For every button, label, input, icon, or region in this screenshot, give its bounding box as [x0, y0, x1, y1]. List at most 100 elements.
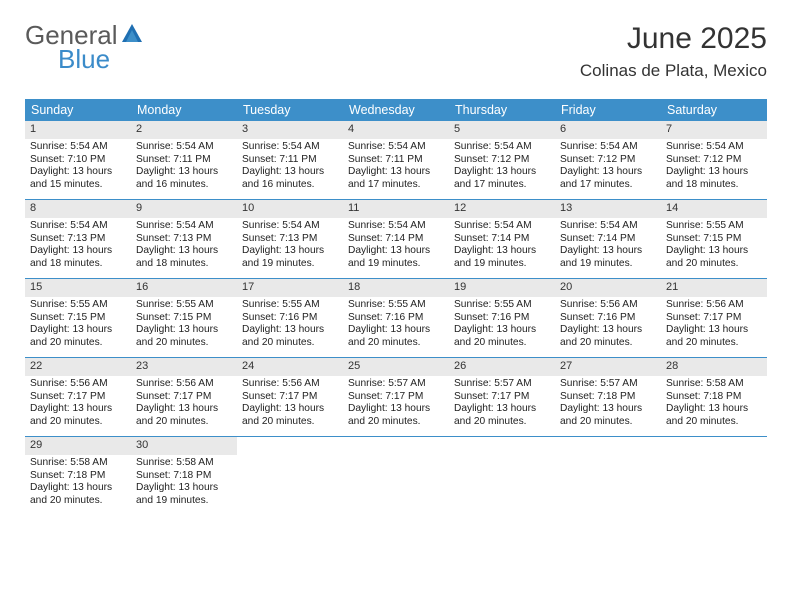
daylight-text: Daylight: 13 hours and 19 minutes. — [560, 245, 656, 271]
sunrise-text: Sunrise: 5:56 AM — [30, 378, 126, 391]
day-number: 27 — [555, 358, 661, 376]
sunrise-text: Sunrise: 5:55 AM — [348, 299, 444, 312]
sunrise-text: Sunrise: 5:54 AM — [30, 220, 126, 233]
sunset-text: Sunset: 7:15 PM — [30, 312, 126, 325]
day-number: 16 — [131, 279, 237, 297]
day-number: 6 — [555, 121, 661, 139]
day-cell: 14Sunrise: 5:55 AMSunset: 7:15 PMDayligh… — [661, 200, 767, 278]
day-body: Sunrise: 5:55 AMSunset: 7:15 PMDaylight:… — [661, 218, 767, 276]
day-body: Sunrise: 5:56 AMSunset: 7:17 PMDaylight:… — [25, 376, 131, 434]
sunrise-text: Sunrise: 5:54 AM — [454, 141, 550, 154]
day-body: Sunrise: 5:56 AMSunset: 7:17 PMDaylight:… — [661, 297, 767, 355]
day-body: Sunrise: 5:56 AMSunset: 7:16 PMDaylight:… — [555, 297, 661, 355]
daylight-text: Daylight: 13 hours and 20 minutes. — [136, 403, 232, 429]
day-body: Sunrise: 5:57 AMSunset: 7:17 PMDaylight:… — [343, 376, 449, 434]
day-cell — [449, 437, 555, 515]
daylight-text: Daylight: 13 hours and 20 minutes. — [242, 403, 338, 429]
day-cell: 18Sunrise: 5:55 AMSunset: 7:16 PMDayligh… — [343, 279, 449, 357]
day-body: Sunrise: 5:54 AMSunset: 7:13 PMDaylight:… — [131, 218, 237, 276]
day-body: Sunrise: 5:57 AMSunset: 7:17 PMDaylight:… — [449, 376, 555, 434]
sunrise-text: Sunrise: 5:56 AM — [136, 378, 232, 391]
day-body: Sunrise: 5:54 AMSunset: 7:13 PMDaylight:… — [237, 218, 343, 276]
day-number: 7 — [661, 121, 767, 139]
sunrise-text: Sunrise: 5:56 AM — [242, 378, 338, 391]
logo-text-blue: Blue — [58, 46, 110, 72]
sunset-text: Sunset: 7:14 PM — [454, 233, 550, 246]
logo: General Blue — [25, 22, 144, 48]
sunrise-text: Sunrise: 5:54 AM — [348, 220, 444, 233]
day-cell: 22Sunrise: 5:56 AMSunset: 7:17 PMDayligh… — [25, 358, 131, 436]
sunrise-text: Sunrise: 5:54 AM — [30, 141, 126, 154]
sunset-text: Sunset: 7:13 PM — [30, 233, 126, 246]
day-number: 26 — [449, 358, 555, 376]
sunset-text: Sunset: 7:14 PM — [560, 233, 656, 246]
sunset-text: Sunset: 7:18 PM — [560, 391, 656, 404]
day-cell: 15Sunrise: 5:55 AMSunset: 7:15 PMDayligh… — [25, 279, 131, 357]
sunrise-text: Sunrise: 5:54 AM — [560, 220, 656, 233]
sunset-text: Sunset: 7:17 PM — [348, 391, 444, 404]
day-body: Sunrise: 5:54 AMSunset: 7:14 PMDaylight:… — [555, 218, 661, 276]
day-cell: 8Sunrise: 5:54 AMSunset: 7:13 PMDaylight… — [25, 200, 131, 278]
daylight-text: Daylight: 13 hours and 18 minutes. — [30, 245, 126, 271]
day-cell: 5Sunrise: 5:54 AMSunset: 7:12 PMDaylight… — [449, 121, 555, 199]
day-body: Sunrise: 5:54 AMSunset: 7:11 PMDaylight:… — [237, 139, 343, 197]
sunrise-text: Sunrise: 5:54 AM — [560, 141, 656, 154]
day-body: Sunrise: 5:54 AMSunset: 7:11 PMDaylight:… — [131, 139, 237, 197]
daylight-text: Daylight: 13 hours and 19 minutes. — [348, 245, 444, 271]
daylight-text: Daylight: 13 hours and 19 minutes. — [454, 245, 550, 271]
day-cell: 13Sunrise: 5:54 AMSunset: 7:14 PMDayligh… — [555, 200, 661, 278]
day-number: 30 — [131, 437, 237, 455]
daylight-text: Daylight: 13 hours and 16 minutes. — [136, 166, 232, 192]
daylight-text: Daylight: 13 hours and 15 minutes. — [30, 166, 126, 192]
day-cell: 19Sunrise: 5:55 AMSunset: 7:16 PMDayligh… — [449, 279, 555, 357]
dow-tuesday: Tuesday — [237, 99, 343, 121]
day-body: Sunrise: 5:55 AMSunset: 7:15 PMDaylight:… — [25, 297, 131, 355]
sunrise-text: Sunrise: 5:57 AM — [348, 378, 444, 391]
week-row: 22Sunrise: 5:56 AMSunset: 7:17 PMDayligh… — [25, 358, 767, 437]
sunset-text: Sunset: 7:16 PM — [454, 312, 550, 325]
day-number: 28 — [661, 358, 767, 376]
daylight-text: Daylight: 13 hours and 20 minutes. — [30, 482, 126, 508]
day-cell: 12Sunrise: 5:54 AMSunset: 7:14 PMDayligh… — [449, 200, 555, 278]
day-cell — [661, 437, 767, 515]
sunrise-text: Sunrise: 5:55 AM — [136, 299, 232, 312]
day-cell — [343, 437, 449, 515]
sunrise-text: Sunrise: 5:58 AM — [136, 457, 232, 470]
daylight-text: Daylight: 13 hours and 20 minutes. — [454, 324, 550, 350]
sunset-text: Sunset: 7:11 PM — [242, 154, 338, 167]
daylight-text: Daylight: 13 hours and 17 minutes. — [348, 166, 444, 192]
sunrise-text: Sunrise: 5:56 AM — [666, 299, 762, 312]
sunrise-text: Sunrise: 5:55 AM — [454, 299, 550, 312]
daylight-text: Daylight: 13 hours and 20 minutes. — [30, 403, 126, 429]
week-row: 29Sunrise: 5:58 AMSunset: 7:18 PMDayligh… — [25, 437, 767, 515]
day-body: Sunrise: 5:54 AMSunset: 7:10 PMDaylight:… — [25, 139, 131, 197]
sunset-text: Sunset: 7:11 PM — [136, 154, 232, 167]
day-number: 1 — [25, 121, 131, 139]
sunset-text: Sunset: 7:12 PM — [454, 154, 550, 167]
sunset-text: Sunset: 7:17 PM — [242, 391, 338, 404]
day-number: 29 — [25, 437, 131, 455]
sunrise-text: Sunrise: 5:54 AM — [454, 220, 550, 233]
sunset-text: Sunset: 7:12 PM — [666, 154, 762, 167]
dow-saturday: Saturday — [661, 99, 767, 121]
sunrise-text: Sunrise: 5:56 AM — [560, 299, 656, 312]
week-row: 8Sunrise: 5:54 AMSunset: 7:13 PMDaylight… — [25, 200, 767, 279]
day-cell: 16Sunrise: 5:55 AMSunset: 7:15 PMDayligh… — [131, 279, 237, 357]
day-cell: 30Sunrise: 5:58 AMSunset: 7:18 PMDayligh… — [131, 437, 237, 515]
sunset-text: Sunset: 7:18 PM — [136, 470, 232, 483]
day-cell: 4Sunrise: 5:54 AMSunset: 7:11 PMDaylight… — [343, 121, 449, 199]
sunset-text: Sunset: 7:16 PM — [560, 312, 656, 325]
sunset-text: Sunset: 7:18 PM — [666, 391, 762, 404]
day-number: 4 — [343, 121, 449, 139]
day-number: 20 — [555, 279, 661, 297]
daylight-text: Daylight: 13 hours and 20 minutes. — [348, 324, 444, 350]
day-body: Sunrise: 5:55 AMSunset: 7:16 PMDaylight:… — [449, 297, 555, 355]
daylight-text: Daylight: 13 hours and 20 minutes. — [666, 245, 762, 271]
sunrise-text: Sunrise: 5:54 AM — [136, 141, 232, 154]
sunrise-text: Sunrise: 5:58 AM — [30, 457, 126, 470]
day-cell: 23Sunrise: 5:56 AMSunset: 7:17 PMDayligh… — [131, 358, 237, 436]
weeks-container: 1Sunrise: 5:54 AMSunset: 7:10 PMDaylight… — [25, 121, 767, 515]
sunset-text: Sunset: 7:12 PM — [560, 154, 656, 167]
daylight-text: Daylight: 13 hours and 20 minutes. — [136, 324, 232, 350]
day-number: 17 — [237, 279, 343, 297]
